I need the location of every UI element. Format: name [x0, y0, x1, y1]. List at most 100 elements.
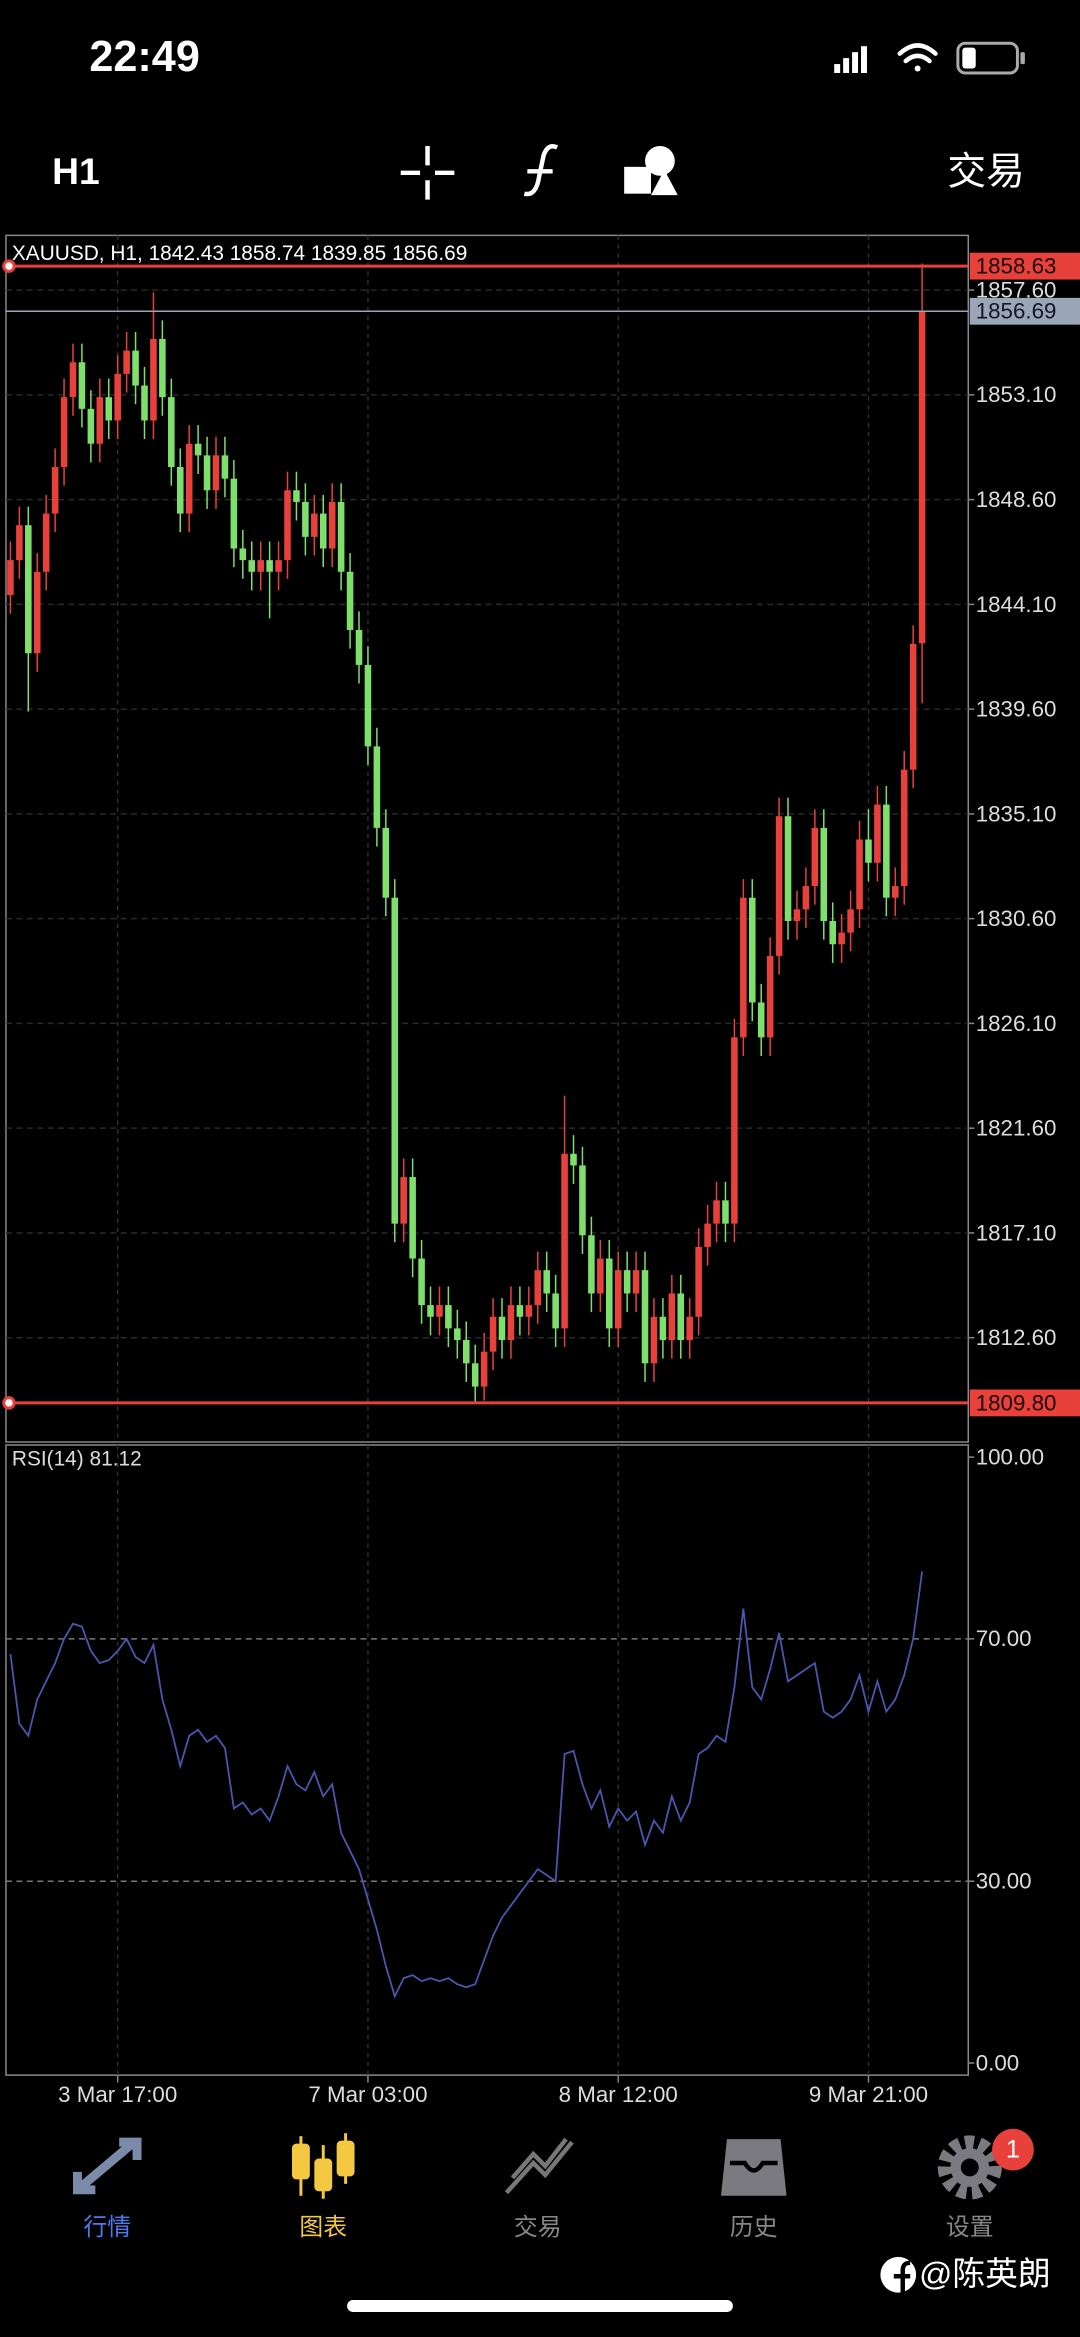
candle-body — [865, 839, 872, 863]
candle-body — [588, 1235, 595, 1294]
candle-body — [677, 1293, 685, 1341]
objects-button[interactable] — [624, 146, 678, 196]
x-tick-label: 7 Mar 03:00 — [308, 2082, 427, 2107]
candle-body — [686, 1316, 693, 1341]
candle-body — [25, 525, 32, 654]
candle-body — [445, 1305, 452, 1329]
x-tick-label: 9 Mar 21:00 — [809, 2082, 928, 2107]
candle-body — [802, 886, 810, 910]
watermark-text: @陈英朗 — [919, 2255, 1051, 2292]
candle-body — [150, 338, 157, 421]
candle-body — [185, 443, 193, 514]
y-tick-label: 100.00 — [976, 1444, 1044, 1469]
candle-body — [69, 362, 77, 398]
candle-body — [96, 397, 104, 444]
plot-layer: 1812.60 1817.10 1821.60 1826.10 1830.60 1835.… — [2, 235, 1080, 2107]
candle-body — [275, 560, 282, 572]
candle-body — [284, 490, 291, 561]
candle-body — [856, 839, 863, 910]
candle-body — [829, 920, 836, 945]
candle-body — [597, 1258, 604, 1294]
tab-chart[interactable]: 图表 — [291, 2133, 355, 2241]
price-label: 1858.63 — [976, 254, 1057, 279]
candle-body — [900, 769, 908, 887]
candle-body — [543, 1270, 550, 1294]
candle-body — [757, 1002, 765, 1038]
candle-body — [355, 629, 363, 665]
candle-body — [159, 338, 166, 398]
badge — [992, 2128, 1034, 2171]
candle-body — [346, 571, 354, 630]
candle-body — [60, 397, 68, 468]
tab-market[interactable]: 行情 — [72, 2137, 142, 2241]
candle-body — [409, 1177, 416, 1259]
candle-body — [507, 1305, 515, 1341]
candle-body — [302, 501, 309, 537]
candle-body — [775, 816, 783, 956]
price-label: 1809.80 — [976, 1390, 1057, 1415]
candle-body — [373, 746, 381, 828]
tab-label: 行情 — [83, 2214, 131, 2241]
badge-count: 1 — [1006, 2136, 1020, 2164]
candle-body — [740, 897, 747, 1038]
candle-body — [311, 513, 318, 537]
candle-body — [838, 932, 845, 945]
y-tick-label: 1848.60 — [976, 487, 1057, 512]
home-indicator — [347, 2300, 733, 2312]
candle-body — [793, 909, 801, 921]
crosshair-button[interactable] — [400, 146, 455, 200]
candle-body — [605, 1258, 613, 1329]
price-line-handle — [2, 1396, 16, 1410]
y-tick-label: 70.00 — [976, 1626, 1032, 1651]
candle-body — [418, 1258, 425, 1306]
candle-body — [382, 827, 390, 898]
candle-body — [704, 1223, 711, 1247]
candle-body — [874, 804, 881, 863]
candle-body — [78, 362, 86, 409]
candle-body — [659, 1316, 667, 1341]
price-label-box — [969, 297, 1080, 325]
candle-body — [230, 478, 238, 549]
battery-icon — [956, 41, 1025, 75]
watermark: @陈英朗 — [880, 2255, 1051, 2295]
y-tick-label: 0.00 — [976, 2050, 1019, 2075]
candle-body — [266, 560, 273, 572]
price-line-handle — [2, 259, 16, 273]
tab-history[interactable]: 历史 — [720, 2139, 787, 2241]
candle-body — [7, 560, 14, 596]
tab-settings[interactable]: 设置 — [937, 2135, 1002, 2241]
candle-body — [87, 408, 95, 444]
timeframe[interactable]: H1 — [52, 150, 100, 192]
y-tick-label: 1839.60 — [976, 697, 1057, 722]
tab-label: 图表 — [299, 2214, 347, 2241]
y-tick-label: 1826.10 — [976, 1011, 1057, 1036]
candle-body — [454, 1328, 461, 1341]
candle-body — [534, 1270, 542, 1306]
candle-body — [212, 455, 220, 491]
candle-body — [293, 490, 300, 502]
candle-body — [51, 467, 59, 514]
candle-body — [525, 1305, 533, 1317]
candle-body — [579, 1165, 586, 1236]
indicator-button[interactable] — [523, 144, 559, 197]
candle-body — [105, 397, 113, 421]
candle-body — [811, 827, 819, 887]
y-tick-label: 1812.60 — [976, 1325, 1057, 1350]
candle-body — [650, 1316, 658, 1364]
candle-body — [400, 1177, 407, 1224]
candle-body — [319, 513, 327, 549]
rsi-line — [9, 1571, 923, 1999]
trade-button[interactable]: 交易 — [947, 151, 1024, 194]
candle-body — [632, 1270, 640, 1294]
candle-body — [221, 455, 229, 479]
chart-title: XAUUSD, H1, 1842.43 1858.74 1839.85 1856… — [12, 242, 467, 265]
candle-body — [132, 350, 139, 386]
tab-trade[interactable]: 交易 — [504, 2137, 574, 2241]
candle-body — [141, 385, 148, 421]
candle-body — [883, 804, 890, 898]
rsi-panel — [5, 1444, 970, 2076]
y-tick-label: 1817.10 — [976, 1220, 1057, 1245]
candle-body — [364, 664, 372, 747]
